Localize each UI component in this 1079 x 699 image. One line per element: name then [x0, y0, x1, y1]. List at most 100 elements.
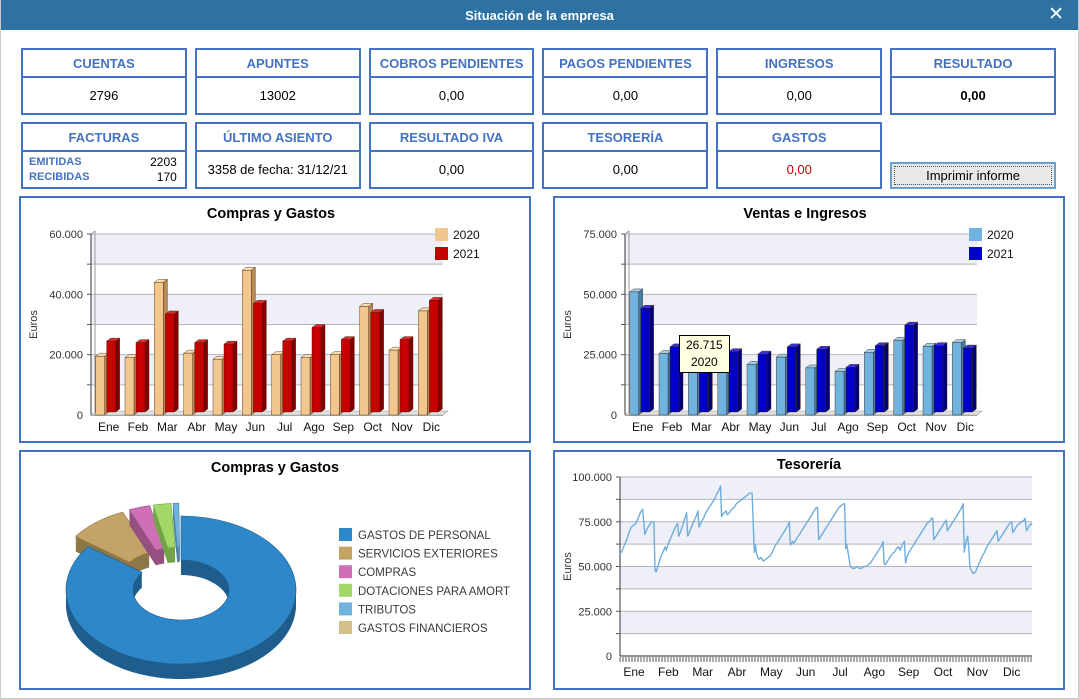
svg-text:Ago: Ago [864, 665, 886, 679]
svg-text:COMPRAS: COMPRAS [358, 567, 416, 579]
tooltip-series: 2020 [691, 355, 718, 369]
stat-label: TESORERÍA [544, 124, 707, 152]
facturas-recibidas-label: RECIBIDAS [29, 171, 90, 183]
stat-value: 0,00 [786, 88, 812, 103]
stat-label: RESULTADO [892, 50, 1054, 78]
svg-text:0: 0 [606, 651, 612, 663]
stat-value: 3358 de fecha: 31/12/21 [207, 162, 348, 177]
svg-text:0: 0 [611, 410, 617, 422]
svg-text:Feb: Feb [658, 665, 679, 679]
compras-gastos-donut-chart[interactable]: Compras y Gastos GASTOS DE PERSONAL SERVIC… [21, 452, 529, 688]
svg-text:Mar: Mar [157, 420, 178, 434]
svg-text:50.000: 50.000 [578, 562, 612, 574]
svg-text:Compras y Gastos: Compras y Gastos [207, 206, 335, 222]
facturas-recibidas-row: RECIBIDAS 170 [29, 170, 177, 185]
svg-text:2020: 2020 [453, 228, 480, 242]
facturas-emitidas-value: 2203 [150, 155, 177, 169]
svg-text:60.000: 60.000 [49, 229, 83, 241]
stat-resultado: RESULTADO 0,00 [890, 48, 1056, 115]
svg-text:Ago: Ago [303, 420, 325, 434]
title-bar: Situación de la empresa ✕ [1, 0, 1078, 30]
svg-text:Sep: Sep [867, 420, 889, 434]
svg-text:Jun: Jun [246, 420, 265, 434]
svg-text:Ene: Ene [98, 420, 120, 434]
svg-text:Oct: Oct [897, 420, 916, 434]
svg-text:25.000: 25.000 [583, 350, 617, 362]
svg-text:Sep: Sep [898, 665, 920, 679]
tooltip-value: 26.715 [686, 338, 723, 352]
svg-text:Nov: Nov [391, 420, 412, 434]
ventas-ingresos-bar-chart[interactable]: 0 25.000 50.000 75.000 Euros Ene Feb Mar Abr May J… [555, 198, 1063, 441]
stat-value: 13002 [259, 88, 296, 103]
stat-ultimo-asiento: ÚLTIMO ASIENTO 3358 de fecha: 31/12/21 [194, 122, 361, 189]
svg-text:SERVICIOS EXTERIORES: SERVICIOS EXTERIORES [358, 549, 498, 561]
svg-text:Dic: Dic [957, 420, 974, 434]
svg-text:May: May [760, 665, 783, 679]
svg-text:GASTOS DE PERSONAL: GASTOS DE PERSONAL [358, 530, 491, 542]
svg-text:2021: 2021 [453, 247, 480, 261]
svg-text:Jul: Jul [811, 420, 826, 434]
stat-resultado-iva: RESULTADO IVA 0,00 [368, 122, 535, 189]
svg-text:Abr: Abr [187, 420, 206, 434]
svg-text:May: May [749, 420, 772, 434]
stat-label: ÚLTIMO ASIENTO [196, 124, 359, 152]
svg-text:GASTOS FINANCIEROS: GASTOS FINANCIEROS [358, 623, 488, 635]
stat-gastos: GASTOS 0,00 [716, 122, 883, 189]
svg-text:20.000: 20.000 [49, 350, 83, 362]
svg-text:Compras y Gastos: Compras y Gastos [211, 460, 339, 476]
svg-text:Euros: Euros [28, 310, 40, 339]
svg-text:75.000: 75.000 [583, 229, 617, 241]
svg-text:Jul: Jul [832, 665, 847, 679]
stat-label: CUENTAS [23, 50, 185, 78]
facturas-recibidas-value: 170 [156, 170, 177, 184]
stats-row-1: CUENTAS 2796 APUNTES 13002 COBROS PENDIE… [1, 48, 1078, 115]
stat-label: PAGOS PENDIENTES [544, 50, 707, 78]
stat-label: APUNTES [196, 50, 359, 78]
svg-text:Dic: Dic [423, 420, 440, 434]
svg-text:Sep: Sep [333, 420, 355, 434]
svg-text:50.000: 50.000 [583, 289, 617, 301]
charts-grid: 0 20.000 40.000 60.000 Euros Ene Feb Mar Abr May J… [1, 196, 1078, 690]
tesoreria-line-chart[interactable]: 0 25.000 50.000 75.000 100.000 Euros Ene Feb Mar… [555, 452, 1063, 688]
svg-text:Nov: Nov [967, 665, 988, 679]
stat-tesoreria: TESORERÍA 0,00 [542, 122, 709, 189]
svg-text:Ene: Ene [632, 420, 654, 434]
facturas-emitidas-label: EMITIDAS [29, 156, 82, 168]
svg-text:Oct: Oct [934, 665, 953, 679]
chart-panel-compras-gastos-donut: Compras y Gastos GASTOS DE PERSONAL SERVIC… [19, 450, 531, 690]
svg-text:Ago: Ago [837, 420, 859, 434]
stat-value: 2796 [89, 88, 119, 103]
stat-label: COBROS PENDIENTES [370, 50, 533, 78]
svg-text:75.000: 75.000 [578, 517, 612, 529]
stat-value: 0,00 [438, 88, 465, 103]
svg-text:Nov: Nov [925, 420, 946, 434]
dialog-title: Situación de la empresa [465, 7, 614, 23]
svg-text:Tesorería: Tesorería [777, 457, 842, 473]
svg-text:DOTACIONES PARA AMORT: DOTACIONES PARA AMORT [358, 586, 510, 598]
chart-panel-tesoreria: 0 25.000 50.000 75.000 100.000 Euros Ene Feb Mar… [553, 450, 1065, 690]
stat-pagos-pendientes: PAGOS PENDIENTES 0,00 [542, 48, 709, 115]
svg-text:Ene: Ene [623, 665, 645, 679]
stat-value: 0,00 [612, 88, 639, 103]
close-icon[interactable]: ✕ [1048, 4, 1064, 25]
svg-text:Oct: Oct [363, 420, 382, 434]
svg-text:2021: 2021 [987, 247, 1014, 261]
svg-text:Feb: Feb [662, 420, 683, 434]
stat-cobros-pendientes: COBROS PENDIENTES 0,00 [368, 48, 535, 115]
stat-value: 0,00 [786, 162, 812, 177]
compras-gastos-bar-chart[interactable]: 0 20.000 40.000 60.000 Euros Ene Feb Mar Abr May J… [21, 198, 529, 441]
svg-text:Euros: Euros [562, 552, 574, 581]
svg-text:Ventas e Ingresos: Ventas e Ingresos [743, 206, 866, 222]
svg-text:100.000: 100.000 [572, 472, 612, 484]
facturas-detail: EMITIDAS 2203 RECIBIDAS 170 [23, 152, 185, 187]
stat-label: FACTURAS [23, 124, 185, 152]
chart-tooltip: 26.715 2020 [679, 335, 730, 373]
chart-panel-compras-gastos-bars: 0 20.000 40.000 60.000 Euros Ene Feb Mar Abr May J… [19, 196, 531, 443]
stat-value: 0,00 [438, 162, 465, 177]
stat-label: RESULTADO IVA [370, 124, 533, 152]
print-report-button[interactable]: Imprimir informe [890, 162, 1056, 189]
svg-text:TRIBUTOS: TRIBUTOS [358, 604, 416, 616]
svg-text:40.000: 40.000 [49, 289, 83, 301]
svg-text:Mar: Mar [692, 665, 713, 679]
